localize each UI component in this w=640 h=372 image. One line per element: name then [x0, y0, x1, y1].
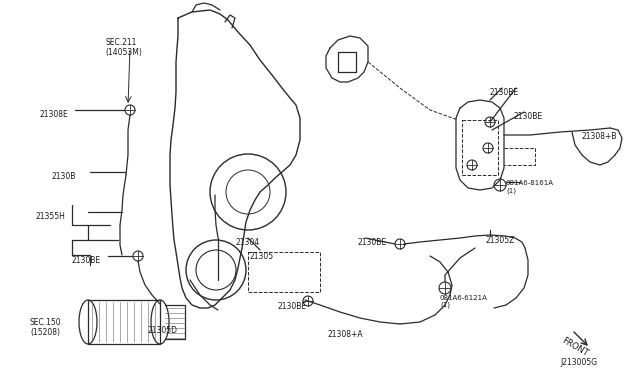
Bar	[88, 300, 160, 344]
Text: FRONT: FRONT	[560, 336, 589, 358]
Text: 21305D: 21305D	[148, 326, 178, 335]
Text: SEC.150
(15208): SEC.150 (15208)	[30, 318, 61, 337]
Text: 21305: 21305	[250, 252, 274, 261]
Text: J213005G: J213005G	[560, 358, 597, 367]
Text: 21308+B: 21308+B	[582, 132, 618, 141]
Text: 2130BE: 2130BE	[358, 238, 387, 247]
Text: 2130B: 2130B	[52, 172, 76, 181]
Text: 2130BE: 2130BE	[72, 256, 101, 265]
Text: 21355H: 21355H	[36, 212, 66, 221]
Text: 2130BE: 2130BE	[278, 302, 307, 311]
Text: 2130BE: 2130BE	[490, 88, 519, 97]
Text: 21305Z: 21305Z	[486, 236, 515, 245]
Text: 21308E: 21308E	[40, 110, 68, 119]
Text: 21308+A: 21308+A	[328, 330, 364, 339]
Text: 081A6-8161A
(1): 081A6-8161A (1)	[506, 180, 554, 193]
Text: 2130BE: 2130BE	[514, 112, 543, 121]
Text: 081A6-6121A
(1): 081A6-6121A (1)	[440, 295, 488, 308]
Text: SEC.211
(14053M): SEC.211 (14053M)	[105, 38, 142, 57]
Text: 21304: 21304	[236, 238, 260, 247]
